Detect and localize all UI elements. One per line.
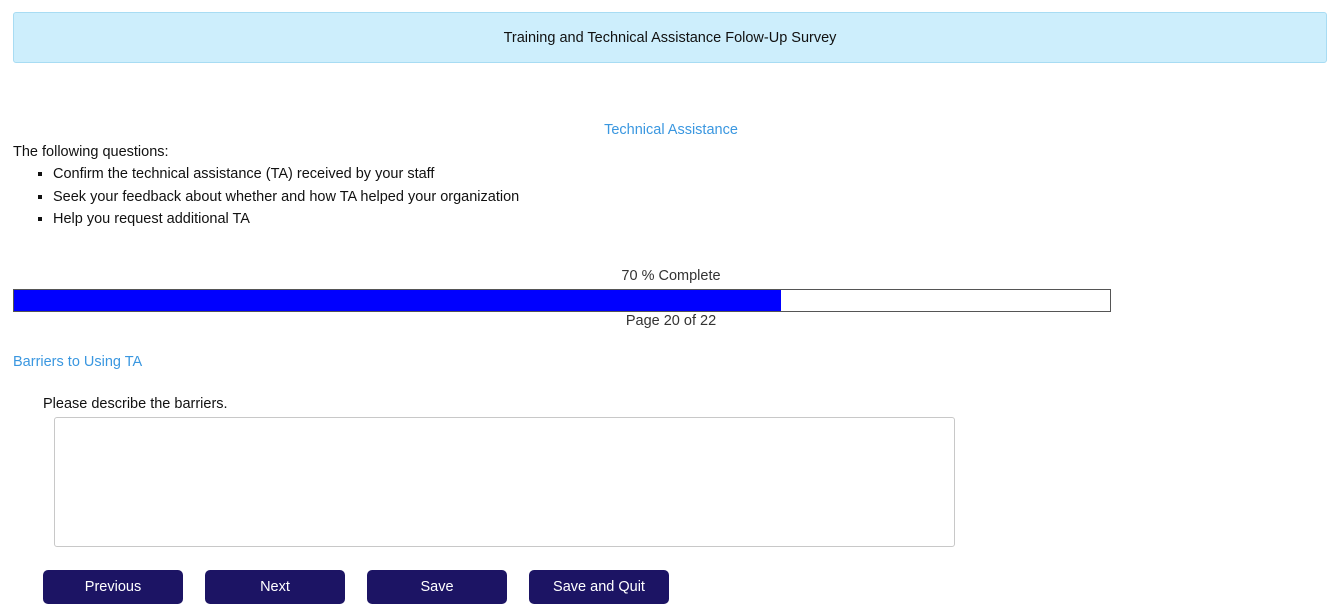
save-button[interactable]: Save xyxy=(367,570,507,604)
save-and-quit-button[interactable]: Save and Quit xyxy=(529,570,669,604)
next-button[interactable]: Next xyxy=(205,570,345,604)
question-subheading: Barriers to Using TA xyxy=(13,354,143,370)
progress-bar xyxy=(13,289,1111,312)
question-label: Please describe the barriers. xyxy=(43,396,228,412)
progress-fill xyxy=(14,290,782,311)
intro-text: The following questions: xyxy=(13,144,169,160)
list-item: Help you request additional TA xyxy=(53,209,519,232)
list-item: Seek your feedback about whether and how… xyxy=(53,187,519,210)
survey-title: Training and Technical Assistance Folow-… xyxy=(503,29,837,46)
section-title: Technical Assistance xyxy=(604,122,738,138)
list-item: Confirm the technical assistance (TA) re… xyxy=(53,164,519,187)
progress-label: 70 % Complete xyxy=(621,268,721,284)
intro-list: Confirm the technical assistance (TA) re… xyxy=(30,164,519,232)
barriers-textarea[interactable] xyxy=(54,417,955,547)
previous-button[interactable]: Previous xyxy=(43,570,183,604)
survey-header: Training and Technical Assistance Folow-… xyxy=(13,12,1327,63)
page-indicator: Page 20 of 22 xyxy=(625,313,717,329)
